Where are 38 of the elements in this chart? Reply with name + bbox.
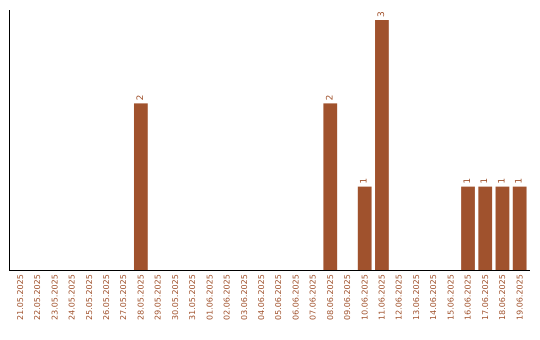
data-label: 2 <box>136 94 146 100</box>
x-tick-label: 14.06.2025 <box>429 274 438 320</box>
x-tick-label: 26.05.2025 <box>102 274 112 320</box>
data-label: 1 <box>463 178 474 184</box>
x-tick-label: 09.06.2025 <box>343 274 352 320</box>
x-tick-label: 13.06.2025 <box>412 274 421 320</box>
x-tick-label: 08.06.2025 <box>326 274 335 320</box>
x-tick-label: 24.05.2025 <box>68 274 77 320</box>
data-label: 1 <box>497 178 508 184</box>
data-label: 1 <box>360 178 370 184</box>
x-tick-label: 10.06.2025 <box>360 274 370 320</box>
x-tick-label: 01.06.2025 <box>205 274 214 320</box>
x-tick-label: 04.06.2025 <box>256 274 266 320</box>
x-tick-label: 29.05.2025 <box>154 274 163 320</box>
x-tick-label: 17.06.2025 <box>480 274 490 320</box>
x-tick-label: 05.06.2025 <box>274 274 284 320</box>
x-tick-label: 06.06.2025 <box>291 274 300 320</box>
x-tick-label: 22.05.2025 <box>33 274 42 320</box>
x-tick-label: 19.06.2025 <box>515 274 524 320</box>
x-tick-label: 11.06.2025 <box>378 274 387 320</box>
x-tick-label: 15.06.2025 <box>446 274 456 320</box>
x-tick-label: 16.06.2025 <box>464 274 473 320</box>
x-tick-label: 31.05.2025 <box>188 274 198 320</box>
x-tick-label: 12.06.2025 <box>394 274 404 320</box>
x-tick-label: 02.06.2025 <box>222 274 232 320</box>
x-tick-label: 25.05.2025 <box>84 274 94 320</box>
x-tick-label: 07.06.2025 <box>308 274 318 320</box>
x-tick-label: 23.05.2025 <box>50 274 60 320</box>
x-tick-label: 28.05.2025 <box>136 274 146 320</box>
x-tick-label: 30.05.2025 <box>170 274 180 320</box>
data-label: 2 <box>325 94 336 100</box>
x-tick-label: 03.06.2025 <box>240 274 249 320</box>
data-label: 3 <box>376 11 387 17</box>
x-tick-label: 21.05.2025 <box>16 274 25 320</box>
x-tick-label: 27.05.2025 <box>119 274 128 320</box>
data-label: 1 <box>514 178 525 184</box>
data-label: 1 <box>480 178 490 184</box>
x-tick-label: 18.06.2025 <box>498 274 508 320</box>
